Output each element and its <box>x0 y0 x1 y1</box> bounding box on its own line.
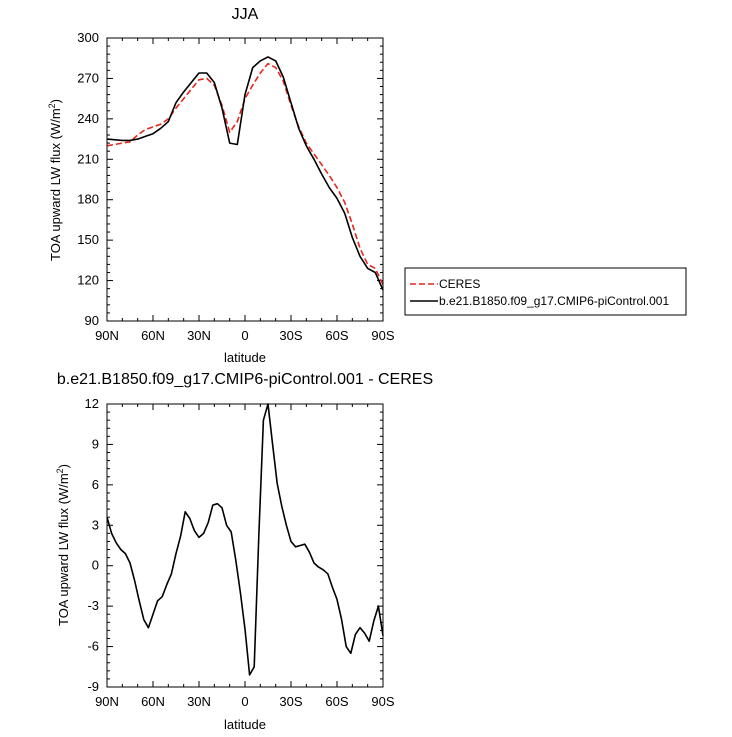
x-tick-label: 90S <box>371 694 394 709</box>
legend-label-model: b.e21.B1850.f09_g17.CMIP6-piControl.001 <box>439 294 669 308</box>
top-x-tick-labels: 90N 60N 30N 0 30S 60S 90S <box>95 328 395 343</box>
legend-label-ceres: CERES <box>439 277 480 291</box>
model-line <box>106 56 384 291</box>
bottom-tick-marks <box>106 403 384 688</box>
x-tick-label: 30N <box>187 694 211 709</box>
bottom-y-axis-label-end: ) <box>56 464 71 468</box>
x-tick-label: 60N <box>141 694 165 709</box>
x-tick-label: 30S <box>279 694 302 709</box>
x-tick-label: 90N <box>95 328 119 343</box>
panel-bottom: b.e21.B1850.f09_g17.CMIP6-piControl.001 … <box>55 371 433 732</box>
y-tick-label: 180 <box>77 192 99 207</box>
top-y-axis-label: TOA upward LW flux (W/m2) <box>47 99 63 261</box>
y-tick-label: 9 <box>92 436 99 451</box>
x-tick-label: 90S <box>371 328 394 343</box>
x-tick-label: 0 <box>241 328 248 343</box>
y-tick-label: -3 <box>87 598 99 613</box>
bottom-y-axis-label-main: TOA upward LW flux (W/m <box>56 473 71 626</box>
x-tick-label: 60N <box>141 328 165 343</box>
x-tick-label: 60S <box>325 328 348 343</box>
bottom-series-lines <box>106 403 384 676</box>
top-plot-frame <box>106 37 384 322</box>
top-y-axis-label-main: TOA upward LW flux (W/m <box>48 108 63 261</box>
y-tick-label: 3 <box>92 517 99 532</box>
y-tick-label: 300 <box>77 30 99 45</box>
difference-line <box>106 403 384 676</box>
y-tick-label: 0 <box>92 558 99 573</box>
x-tick-label: 30N <box>187 328 211 343</box>
y-tick-label: 120 <box>77 273 99 288</box>
ceres-line <box>106 62 384 285</box>
y-tick-label: 90 <box>85 313 99 328</box>
legend-box <box>404 267 687 316</box>
bottom-y-axis-label: TOA upward LW flux (W/m2) <box>55 464 71 626</box>
bottom-chart-title: b.e21.B1850.f09_g17.CMIP6-piControl.001 … <box>57 371 433 388</box>
top-x-axis-label: latitude <box>224 350 266 365</box>
top-y-axis-label-sup: 2 <box>47 103 57 108</box>
top-y-axis-label-end: ) <box>48 99 63 103</box>
top-tick-marks <box>106 37 384 322</box>
y-tick-label: 210 <box>77 151 99 166</box>
y-tick-label: -9 <box>87 679 99 694</box>
top-series-lines <box>106 56 384 291</box>
bottom-plot-frame <box>106 403 384 688</box>
y-tick-label: -6 <box>87 639 99 654</box>
panel-top: JJA 90N 60N 30N 0 30S 60S 90S 90 120 150 180 210 24… <box>47 6 395 365</box>
y-tick-label: 6 <box>92 477 99 492</box>
bottom-y-axis-label-sup: 2 <box>55 468 65 473</box>
bottom-y-tick-labels: -9 -6 -3 0 3 6 9 12 <box>85 396 99 694</box>
x-tick-label: 90N <box>95 694 119 709</box>
top-y-tick-labels: 90 120 150 180 210 240 270 300 <box>77 30 99 328</box>
bottom-x-tick-labels: 90N 60N 30N 0 30S 60S 90S <box>95 694 395 709</box>
y-tick-label: 150 <box>77 232 99 247</box>
bottom-x-axis-label: latitude <box>224 717 266 732</box>
x-tick-label: 30S <box>279 328 302 343</box>
y-tick-label: 12 <box>85 396 99 411</box>
legend: CERES b.e21.B1850.f09_g17.CMIP6-piContro… <box>404 267 687 316</box>
top-chart-title: JJA <box>232 6 259 23</box>
y-tick-label: 240 <box>77 111 99 126</box>
x-tick-label: 60S <box>325 694 348 709</box>
y-tick-label: 270 <box>77 70 99 85</box>
x-tick-label: 0 <box>241 694 248 709</box>
